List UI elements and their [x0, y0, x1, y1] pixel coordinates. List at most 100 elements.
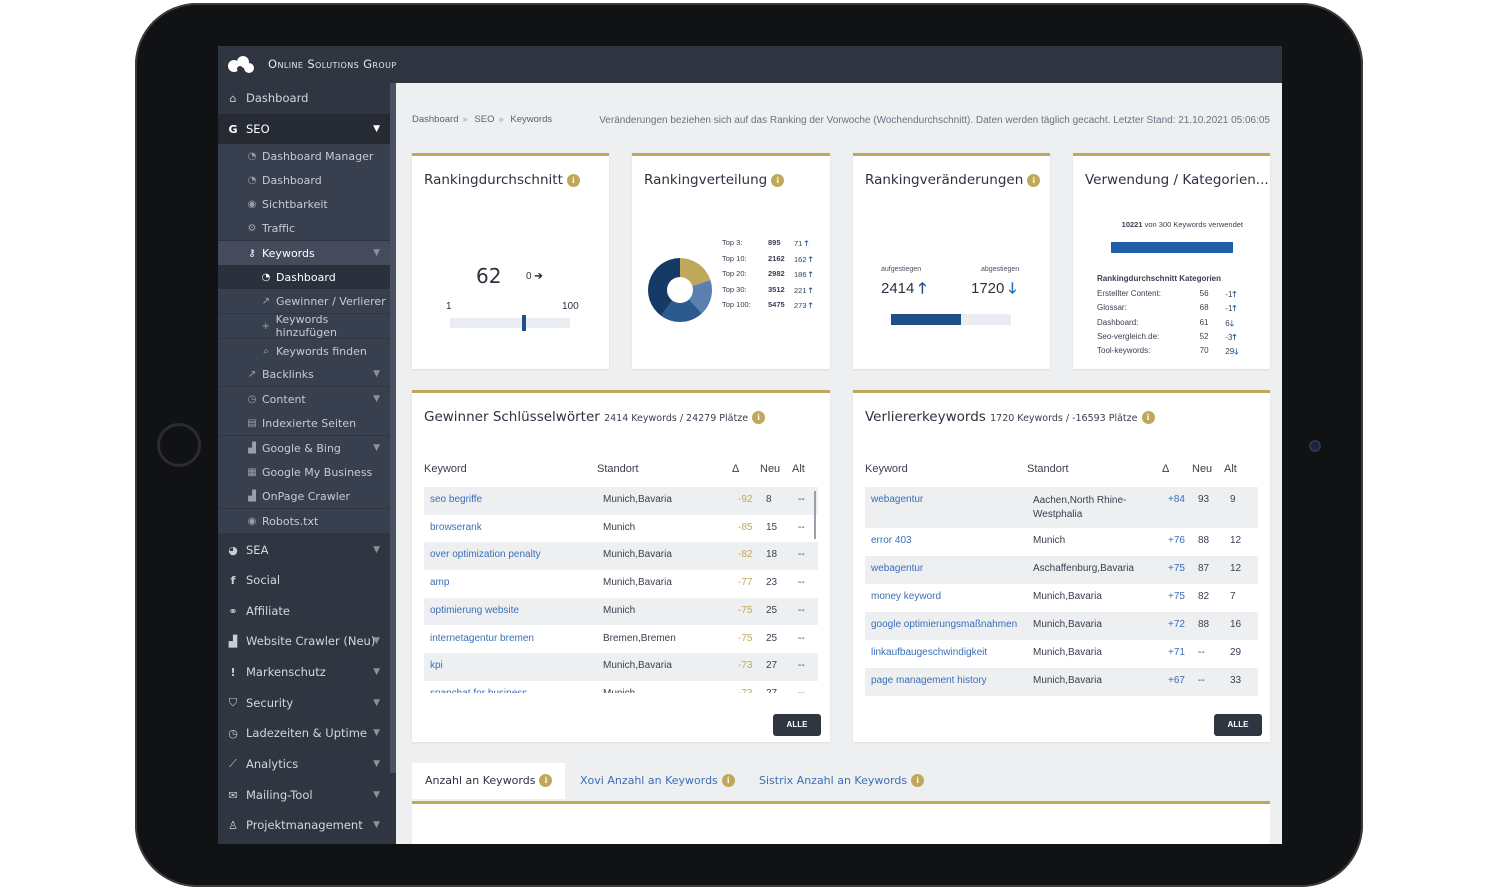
column-header[interactable]: Neu	[760, 463, 781, 475]
keyword-link[interactable]: snapchat for business	[430, 688, 527, 693]
column-header[interactable]: Standort	[1027, 463, 1069, 475]
arrow-up-icon: 🡑	[808, 254, 813, 264]
keyword-link[interactable]: webagentur	[871, 563, 924, 574]
sidebar-item-indexierte-seiten[interactable]: ▤ Indexierte Seiten	[218, 411, 390, 435]
sidebar-item-keywords-dashboard[interactable]: ◔ Dashboard	[218, 265, 390, 289]
column-header[interactable]: Neu	[1192, 463, 1213, 475]
sidebar-item-label: Website Crawler (Neu)	[246, 634, 376, 648]
sidebar-item-google-bing[interactable]: ▟ Google & Bing ▼	[218, 436, 390, 460]
sidebar-item-traffic[interactable]: ⚙ Traffic	[218, 216, 390, 240]
info-icon[interactable]: i	[771, 174, 785, 187]
info-icon[interactable]: i	[911, 774, 925, 787]
tab-anzahl-keywords[interactable]: Anzahl an Keywords i	[412, 763, 565, 799]
keyword-link[interactable]: over optimization penalty	[430, 549, 541, 561]
keyword-link[interactable]: google optimierungsmaßnahmen	[871, 619, 1018, 630]
tab-sistrix-keywords[interactable]: Sistrix Anzahl an Keywords i	[759, 763, 939, 799]
sidebar-item-dashboard-manager[interactable]: ◔ Dashboard Manager	[218, 144, 390, 168]
table-row: money keyword Munich,Bavaria +75 82 7	[865, 584, 1258, 612]
keyword-link[interactable]: browserank	[430, 521, 482, 533]
category-row: Glossar: 68 -1🡑	[1097, 303, 1247, 317]
sidebar-item-mailing-tool[interactable]: ✉ Mailing-Tool ▼	[218, 780, 390, 810]
main-content: Dashboard» SEO» Keywords Veränderungen b…	[400, 83, 1282, 844]
sidebar-item-dashboard[interactable]: ⌂ Dashboard	[218, 83, 390, 113]
column-header[interactable]: Δ	[732, 463, 740, 475]
sidebar-item-affiliate[interactable]: ⚭ Affiliate	[218, 596, 390, 626]
sidebar-item-label: Google & Bing	[262, 441, 341, 455]
sidebar-item-robots-txt[interactable]: ◉ Robots.txt	[218, 509, 390, 533]
sidebar-item-content[interactable]: ◷ Content ▼	[218, 387, 390, 411]
sidebar-item-keywords-hinzufuegen[interactable]: + Keywords hinzufügen	[218, 313, 390, 339]
keyword-link[interactable]: money keyword	[871, 591, 942, 602]
sidebar: ⌂ Dashboard G SEO ▼ ◔ Dashboard Manager ◔ Das…	[218, 83, 396, 844]
sidebar-item-analytics[interactable]: ⟋ Analytics ▼	[218, 749, 390, 779]
keyword-link[interactable]: seo begriffe	[430, 494, 483, 505]
column-header[interactable]: Alt	[1224, 463, 1237, 475]
sidebar-item-label: Mailing-Tool	[246, 788, 313, 802]
fallen-value: 1720 🡓	[971, 280, 1017, 297]
tab-xovi-keywords[interactable]: Xovi Anzahl an Keywords i	[580, 763, 750, 799]
keyword-link[interactable]: internetagentur bremen	[430, 632, 534, 644]
distribution-row: Top 3: 895 71 🡑	[722, 238, 818, 251]
sidebar-item-backlinks[interactable]: ↗ Backlinks ▼	[218, 362, 390, 386]
table-row: snapchat for business Munich -73 27 --	[424, 681, 818, 693]
info-icon[interactable]: i	[1027, 174, 1041, 187]
losers-all-button[interactable]: ALLE	[1214, 714, 1262, 736]
distribution-donut-chart	[648, 258, 712, 322]
sidebar-item-security[interactable]: ⛉ Security ▼	[218, 688, 390, 718]
sidebar-item-label: SEO	[246, 122, 270, 136]
delta-cell: -75	[738, 604, 753, 616]
keyword-link[interactable]: webagentur	[871, 494, 924, 505]
breadcrumb-link[interactable]: SEO	[474, 114, 495, 125]
search-icon: ⌕	[263, 345, 269, 357]
sidebar-item-sichtbarkeit[interactable]: ◉ Sichtbarkeit	[218, 192, 390, 216]
category-delta: 29	[1225, 347, 1235, 357]
sidebar-item-gewinner-verlierer[interactable]: ↗ Gewinner / Verlierer	[218, 289, 390, 313]
column-header[interactable]: Alt	[792, 463, 805, 475]
table-scrollbar[interactable]	[814, 491, 816, 539]
category-row: Tool-keywords: 70 29🡓	[1097, 346, 1247, 360]
winners-all-button[interactable]: ALLE	[773, 714, 821, 736]
keyword-link[interactable]: linkaufbaugeschwindigkeit	[871, 647, 988, 658]
sidebar-item-keywords-finden[interactable]: ⌕ Keywords finden	[218, 339, 390, 363]
category-row: Seo-vergleich.de: 52 -3🡑	[1097, 332, 1247, 346]
sidebar-item-keywords[interactable]: ⚷ Keywords ▼	[218, 241, 390, 265]
column-header[interactable]: Keyword	[424, 463, 467, 475]
info-icon[interactable]: i	[539, 774, 553, 787]
info-icon[interactable]: i	[721, 774, 735, 787]
info-icon[interactable]: i	[566, 174, 580, 187]
sidebar-item-markenschutz[interactable]: ! Markenschutz ▼	[218, 657, 390, 687]
old-rank-cell: --	[798, 660, 805, 672]
sidebar-item-projektmanagement[interactable]: ♙ Projektmanagement ▼	[218, 810, 390, 840]
sidebar-item-seo[interactable]: G SEO ▼	[218, 114, 390, 144]
sidebar-item-seo-dashboard[interactable]: ◔ Dashboard	[218, 168, 390, 192]
column-header[interactable]: Standort	[597, 463, 639, 475]
sidebar-item-website-crawler[interactable]: ▟ Website Crawler (Neu) ▼	[218, 626, 390, 656]
ranking-distribution-card: Rankingverteilung i Top 3: 895 71 🡑 Top 10: 2…	[632, 153, 830, 369]
info-icon[interactable]: i	[752, 411, 766, 424]
sidebar-item-onpage-crawler[interactable]: ▟ OnPage Crawler	[218, 484, 390, 508]
arrow-right-icon: ➔	[534, 271, 543, 282]
sidebar-item-ladezeiten[interactable]: ◷ Ladezeiten & Uptime ▼	[218, 718, 390, 748]
ranking-changes-card: Rankingveränderungen i aufgestiegen abges…	[853, 153, 1050, 369]
chevron-down-icon: ▼	[373, 248, 380, 258]
location-cell: Munich,Bavaria	[1033, 619, 1102, 630]
info-icon[interactable]: i	[1141, 411, 1155, 424]
keyword-link[interactable]: amp	[430, 577, 450, 589]
keyword-link[interactable]: error 403	[871, 535, 912, 546]
table-row: error 403 Munich +76 88 12	[865, 528, 1258, 556]
keyword-link[interactable]: page management history	[871, 675, 987, 686]
category-row: Dashboard: 61 6🡓	[1097, 318, 1247, 332]
table-row: webagentur Aachen,North Rhine-Westphalia +…	[865, 487, 1258, 528]
column-header[interactable]: Keyword	[865, 463, 908, 475]
sidebar-item-social[interactable]: f Social	[218, 565, 390, 595]
keyword-link[interactable]: optimierung website	[430, 604, 519, 616]
category-delta: -1	[1225, 304, 1233, 314]
sidebar-item-google-my-business[interactable]: ▦ Google My Business	[218, 460, 390, 484]
breadcrumb-link[interactable]: Dashboard	[412, 114, 459, 125]
sidebar-scrollbar[interactable]	[390, 83, 396, 773]
breadcrumb-current: Keywords	[510, 114, 553, 125]
distribution-delta: 221	[794, 285, 807, 295]
sidebar-item-sea[interactable]: ◕ SEA ▼	[218, 535, 390, 565]
keyword-link[interactable]: kpi	[430, 660, 443, 672]
column-header[interactable]: Δ	[1162, 463, 1170, 475]
